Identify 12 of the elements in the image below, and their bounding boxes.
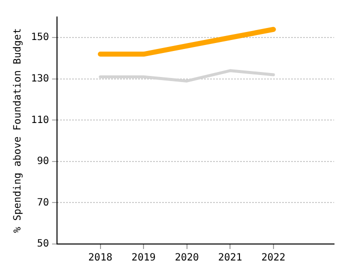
y-tick-label: 50	[37, 238, 50, 250]
x-tick-label: 2020	[174, 252, 199, 264]
x-tick-label: 2019	[132, 252, 156, 264]
x-tick-label: 2021	[218, 252, 242, 264]
y-tick-label: 110	[31, 114, 50, 126]
y-tick-label: 90	[37, 156, 50, 168]
y-tick-label: 150	[31, 32, 50, 44]
y-axis-title: % Spending above Foundation Budget	[12, 28, 24, 233]
x-tick-label: 2022	[261, 252, 286, 264]
y-tick-label: 130	[31, 74, 50, 85]
x-tick-label: 2018	[88, 252, 112, 264]
y-tick-label: 70	[37, 197, 50, 208]
